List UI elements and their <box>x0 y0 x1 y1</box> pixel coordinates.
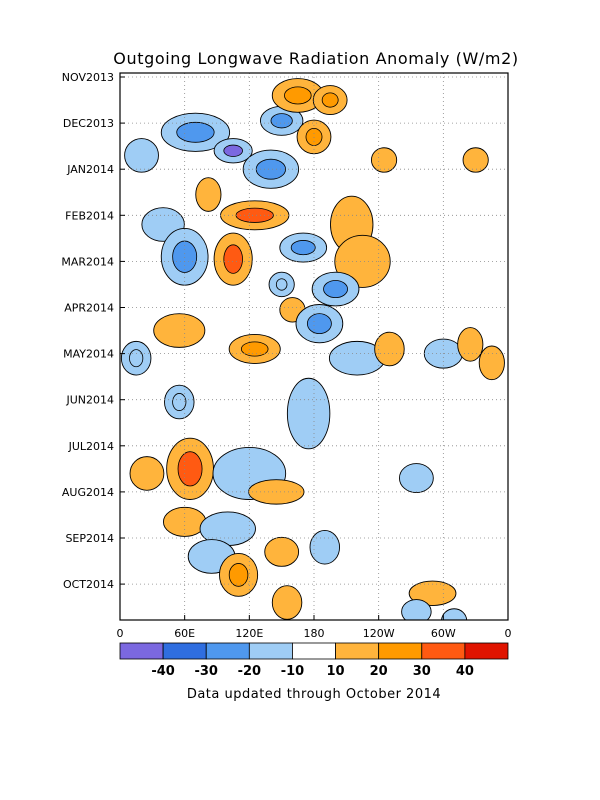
anomaly-feature-43 <box>271 585 303 620</box>
anomaly-feature-21 <box>295 304 344 344</box>
anomaly-feature-22 <box>153 313 206 348</box>
plot-area <box>119 72 509 621</box>
y-tick-label: NOV2013 <box>62 71 114 84</box>
x-tick-label: 0 <box>117 627 124 640</box>
anomaly-feature-38 <box>399 463 434 494</box>
colorbar-label: 30 <box>413 664 431 679</box>
colorbar-label: -10 <box>281 664 305 679</box>
anomaly-feature-0 <box>124 138 159 173</box>
anomaly-feature-7 <box>242 149 300 189</box>
colorbar-label: 20 <box>370 664 388 679</box>
anomaly-feature-32 <box>166 437 214 500</box>
anomaly-feature-3 <box>259 105 304 136</box>
x-tick-label: 120W <box>363 627 395 640</box>
anomaly-feature-33 <box>129 456 165 491</box>
anomaly-feature-13 <box>334 234 391 288</box>
y-tick-label: SEP2014 <box>65 532 114 545</box>
anomaly-feature-11 <box>195 177 222 212</box>
footer-note: Data updated through October 2014 <box>187 687 441 702</box>
y-tick-label: JAN2014 <box>66 163 114 176</box>
anomaly-feature-5 <box>312 85 348 116</box>
colorbar-swatch <box>162 642 207 660</box>
anomaly-feature-18 <box>311 271 360 307</box>
anomaly-field <box>120 78 505 620</box>
y-tick-label: MAY2014 <box>63 348 114 361</box>
anomaly-feature-9 <box>462 147 489 173</box>
anomaly-feature-46 <box>441 608 468 620</box>
y-tick-label: JUL2014 <box>68 440 114 453</box>
anomaly-feature-29 <box>478 345 505 381</box>
x-tick-label: 0 <box>505 627 512 640</box>
anomaly-feature-2 <box>213 138 253 164</box>
x-tick-label: 120E <box>235 627 263 640</box>
anomaly-feature-24 <box>120 340 152 376</box>
anomaly-feature-26 <box>374 331 405 367</box>
anomaly-feature-17 <box>279 232 328 263</box>
y-tick-label: APR2014 <box>64 302 114 315</box>
y-axis: NOV2013 DEC2013 JAN2014 FEB2014 MAR2014 APR20… <box>61 71 125 591</box>
anomaly-feature-15 <box>160 227 209 286</box>
y-tick-label: OCT2014 <box>63 578 114 591</box>
colorbar-swatch <box>248 642 293 660</box>
anomaly-feature-16 <box>213 232 253 286</box>
anomaly-feature-30 <box>164 384 195 420</box>
anomaly-feature-44 <box>408 580 457 606</box>
anomaly-feature-10 <box>220 200 290 231</box>
colorbar-swatch <box>464 642 509 660</box>
y-tick-label: DEC2013 <box>63 117 114 130</box>
colorbar-label: -40 <box>151 664 175 679</box>
anomaly-feature-28 <box>457 327 484 362</box>
colorbar-swatch <box>205 642 250 660</box>
colorbar-label: -30 <box>194 664 218 679</box>
colorbar-label: -20 <box>238 664 262 679</box>
anomaly-feature-41 <box>264 536 300 567</box>
colorbar-label: 40 <box>456 664 474 679</box>
colorbar-swatch <box>292 642 336 660</box>
colorbar-swatch <box>421 642 466 660</box>
anomaly-feature-42 <box>309 529 341 565</box>
y-tick-label: FEB2014 <box>65 209 114 222</box>
x-tick-label: 60E <box>174 627 195 640</box>
anomaly-feature-40 <box>219 552 259 597</box>
x-axis: 0 60E 120E 180 120W 60W 0 <box>117 615 512 640</box>
y-tick-label: JUN2014 <box>65 394 114 407</box>
y-tick-label: MAR2014 <box>61 255 114 268</box>
anomaly-feature-23 <box>228 334 281 364</box>
x-tick-label: 60W <box>431 627 456 640</box>
anomaly-feature-19 <box>268 271 295 298</box>
colorbar: -40 -30 -20 -10 10 20 30 40 <box>119 642 509 679</box>
colorbar-swatch <box>335 642 380 660</box>
x-tick-label: 180 <box>304 627 325 640</box>
colorbar-swatch <box>119 642 164 660</box>
colorbar-label: 10 <box>327 664 345 679</box>
anomaly-feature-8 <box>370 147 398 173</box>
anomaly-feature-31 <box>286 377 331 450</box>
y-tick-label: AUG2014 <box>62 486 114 499</box>
colorbar-swatch <box>378 642 423 660</box>
chart-title: Outgoing Longwave Radiation Anomaly (W/m… <box>113 49 518 68</box>
anomaly-feature-45 <box>401 599 432 620</box>
